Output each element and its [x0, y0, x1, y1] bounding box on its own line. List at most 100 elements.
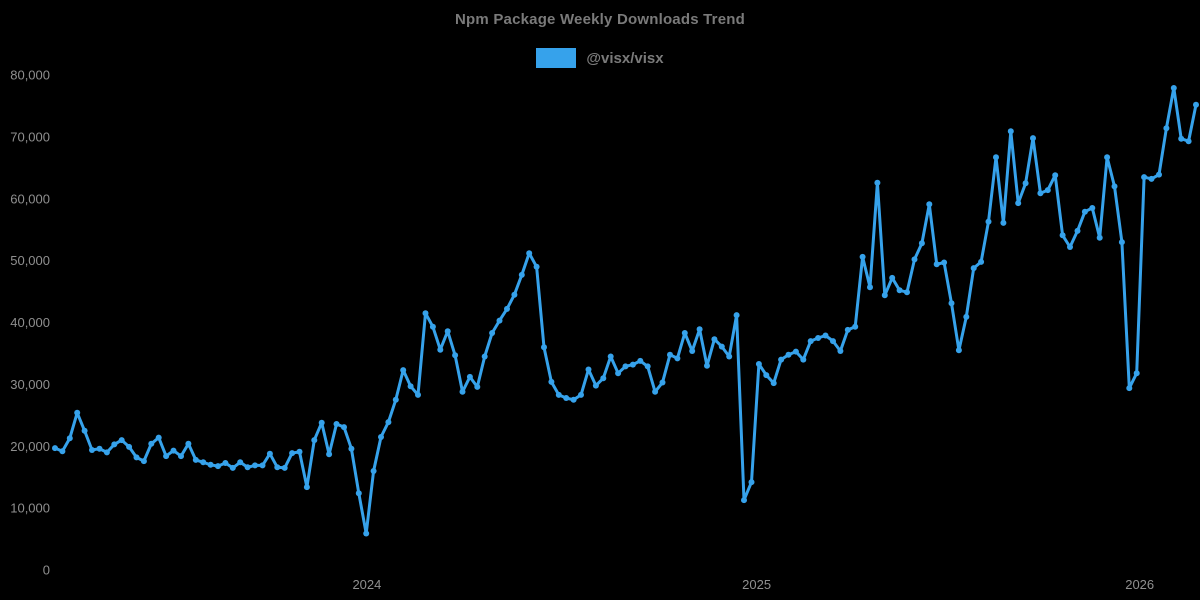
data-point-marker[interactable] — [607, 353, 614, 360]
data-point-marker[interactable] — [1030, 135, 1036, 142]
data-point-marker[interactable] — [96, 445, 103, 452]
data-point-marker[interactable] — [792, 348, 799, 355]
data-point-marker[interactable] — [148, 440, 155, 447]
data-point-marker[interactable] — [496, 317, 503, 324]
data-point-marker[interactable] — [867, 284, 873, 291]
data-point-marker[interactable] — [296, 448, 303, 455]
data-point-marker[interactable] — [378, 434, 384, 440]
data-point-marker[interactable] — [526, 250, 533, 257]
data-point-marker[interactable] — [711, 336, 718, 343]
data-point-marker[interactable] — [303, 484, 310, 491]
data-point-marker[interactable] — [741, 497, 747, 504]
data-point-marker[interactable] — [896, 287, 903, 294]
data-point-marker[interactable] — [140, 458, 147, 465]
data-point-marker[interactable] — [333, 421, 340, 427]
data-point-marker[interactable] — [237, 459, 244, 466]
data-point-marker[interactable] — [66, 435, 73, 442]
data-point-marker[interactable] — [733, 312, 740, 319]
data-point-marker[interactable] — [874, 179, 881, 186]
data-point-marker[interactable] — [978, 258, 985, 265]
data-point-marker[interactable] — [600, 375, 607, 382]
data-point-marker[interactable] — [1118, 239, 1125, 246]
data-point-marker[interactable] — [1067, 244, 1073, 250]
data-point-marker[interactable] — [511, 291, 518, 298]
data-point-marker[interactable] — [311, 437, 318, 444]
data-point-marker[interactable] — [481, 353, 488, 360]
data-point-marker[interactable] — [629, 361, 636, 368]
data-point-marker[interactable] — [592, 382, 599, 389]
data-point-marker[interactable] — [459, 388, 466, 395]
data-point-marker[interactable] — [822, 332, 829, 339]
data-point-marker[interactable] — [215, 463, 221, 470]
data-point-marker[interactable] — [578, 391, 584, 398]
data-point-marker[interactable] — [504, 305, 510, 312]
data-point-marker[interactable] — [718, 343, 725, 350]
data-point-marker[interactable] — [207, 461, 214, 468]
data-point-marker[interactable] — [1178, 135, 1185, 142]
data-point-marker[interactable] — [1074, 227, 1081, 234]
data-point-marker[interactable] — [429, 323, 436, 330]
data-point-marker[interactable] — [755, 361, 762, 367]
data-point-marker[interactable] — [689, 348, 696, 354]
data-point-marker[interactable] — [1044, 187, 1051, 194]
data-point-marker[interactable] — [948, 300, 955, 307]
data-point-marker[interactable] — [548, 378, 555, 385]
data-point-marker[interactable] — [192, 456, 199, 463]
data-point-marker[interactable] — [163, 453, 170, 460]
data-point-marker[interactable] — [955, 347, 962, 354]
data-point-marker[interactable] — [1015, 200, 1022, 207]
data-point-marker[interactable] — [1000, 219, 1007, 226]
data-point-marker[interactable] — [1148, 175, 1155, 182]
data-point-marker[interactable] — [652, 388, 659, 395]
data-point-marker[interactable] — [926, 201, 933, 208]
data-point-marker[interactable] — [1022, 180, 1029, 187]
data-point-marker[interactable] — [407, 383, 414, 390]
data-point-marker[interactable] — [555, 391, 562, 398]
data-point-marker[interactable] — [667, 351, 673, 358]
data-point-marker[interactable] — [518, 271, 525, 278]
data-point-marker[interactable] — [133, 454, 140, 461]
data-point-marker[interactable] — [1007, 128, 1014, 135]
data-point-marker[interactable] — [118, 437, 125, 444]
data-point-marker[interactable] — [326, 451, 333, 458]
data-point-marker[interactable] — [933, 261, 940, 268]
data-point-marker[interactable] — [274, 464, 281, 471]
data-point-marker[interactable] — [103, 449, 110, 456]
data-point-marker[interactable] — [81, 427, 88, 434]
data-point-marker[interactable] — [704, 362, 710, 369]
data-point-marker[interactable] — [126, 443, 133, 450]
data-point-marker[interactable] — [1193, 101, 1199, 108]
data-point-marker[interactable] — [318, 419, 325, 426]
data-point-marker[interactable] — [444, 328, 451, 335]
data-point-marker[interactable] — [800, 356, 807, 363]
data-point-marker[interactable] — [659, 379, 666, 386]
data-point-marker[interactable] — [615, 370, 622, 377]
data-point-marker[interactable] — [993, 154, 999, 161]
data-point-marker[interactable] — [385, 419, 392, 426]
data-point-marker[interactable] — [155, 434, 162, 441]
data-point-marker[interactable] — [881, 292, 888, 299]
data-point-marker[interactable] — [904, 289, 910, 296]
data-point-marker[interactable] — [815, 335, 822, 341]
data-point-marker[interactable] — [637, 357, 644, 364]
data-point-marker[interactable] — [763, 372, 770, 379]
data-point-marker[interactable] — [622, 363, 629, 370]
data-point-marker[interactable] — [844, 326, 851, 333]
data-point-marker[interactable] — [252, 462, 258, 469]
data-point-marker[interactable] — [585, 366, 592, 373]
data-point-marker[interactable] — [266, 450, 273, 457]
data-point-marker[interactable] — [726, 353, 733, 360]
data-point-marker[interactable] — [200, 459, 207, 466]
data-point-marker[interactable] — [1163, 125, 1170, 132]
data-point-marker[interactable] — [400, 367, 407, 374]
data-point-marker[interactable] — [1185, 138, 1192, 145]
data-point-marker[interactable] — [111, 441, 118, 448]
data-point-marker[interactable] — [178, 453, 184, 460]
data-point-marker[interactable] — [355, 490, 362, 497]
legend-item-visx[interactable]: @visx/visx — [536, 48, 664, 68]
data-point-marker[interactable] — [1096, 234, 1103, 241]
data-point-marker[interactable] — [807, 338, 814, 345]
data-point-marker[interactable] — [570, 396, 577, 403]
data-point-marker[interactable] — [466, 373, 473, 380]
